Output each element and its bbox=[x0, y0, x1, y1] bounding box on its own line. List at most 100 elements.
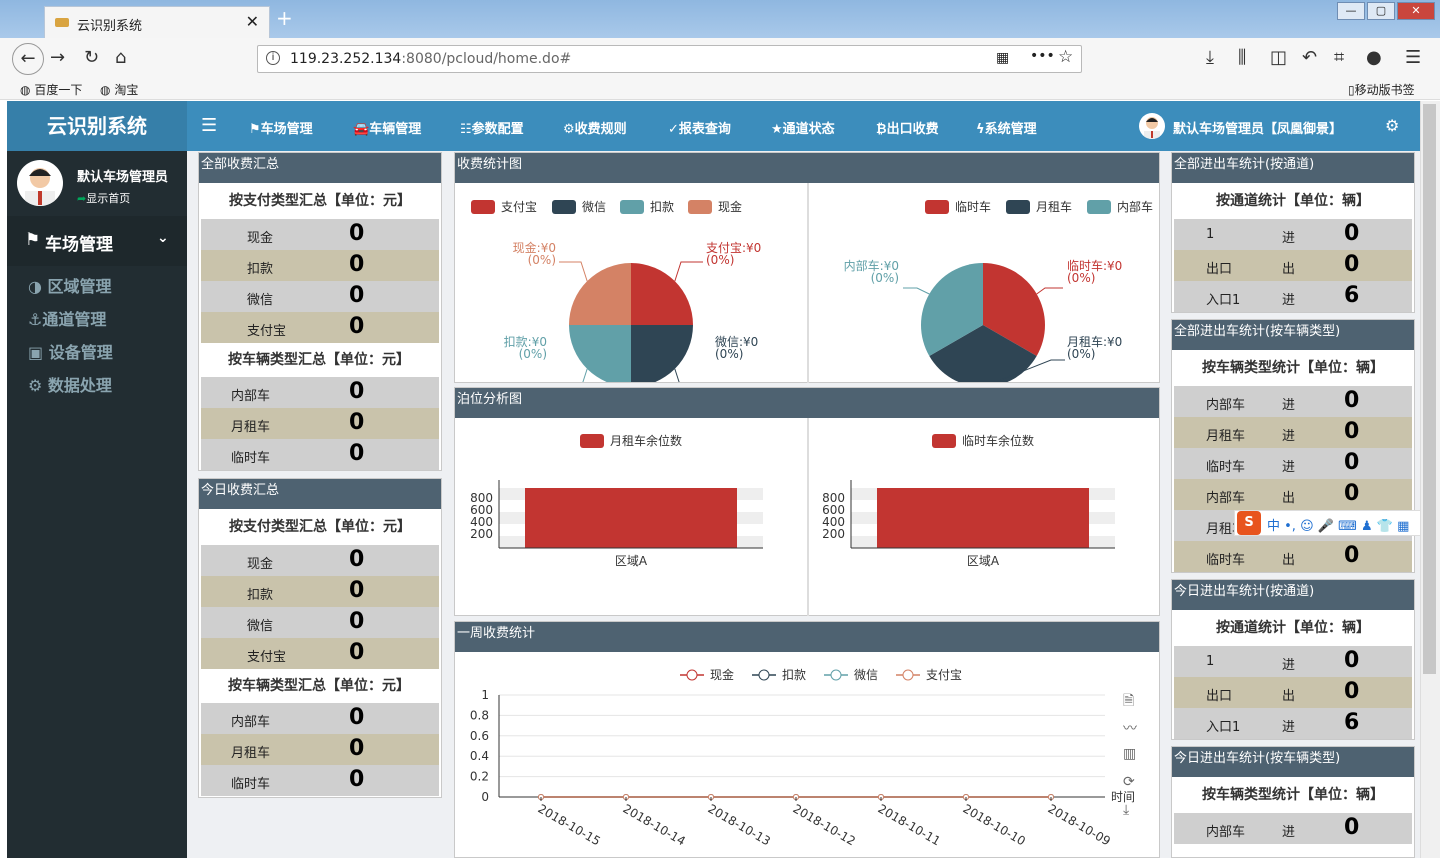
scrollbar-thumb[interactable] bbox=[1423, 104, 1436, 674]
sidebar-group-parking[interactable]: ⚑ 车场管理 ⌄ bbox=[7, 216, 187, 266]
sogou-icon[interactable]: S bbox=[1237, 511, 1261, 535]
sidebar-group-label: 车场管理 bbox=[45, 235, 113, 255]
minimize-button[interactable]: — bbox=[1337, 2, 1365, 20]
chat-icon[interactable]: ● bbox=[1366, 47, 1382, 68]
settings-icon[interactable]: ⚙ bbox=[1385, 116, 1400, 135]
fee-row-value: 0 bbox=[349, 410, 365, 435]
bar[interactable] bbox=[877, 488, 1089, 548]
legend-marker[interactable] bbox=[758, 669, 770, 681]
menu-params[interactable]: ☷参数配置 bbox=[460, 118, 524, 137]
legend-label: 现金 bbox=[718, 199, 742, 214]
legend-marker[interactable] bbox=[902, 669, 914, 681]
hamburger-icon[interactable]: ☰ bbox=[201, 115, 218, 136]
legend-swatch[interactable] bbox=[1006, 200, 1030, 214]
legend-marker[interactable] bbox=[830, 669, 842, 681]
crop-icon[interactable]: ⌗ bbox=[1334, 47, 1345, 68]
y-tick-label: 800 bbox=[822, 491, 845, 505]
count-row-label: 月租车 bbox=[1206, 429, 1246, 444]
pie-slice[interactable] bbox=[631, 325, 693, 382]
pie-label-line bbox=[582, 368, 588, 382]
chevron-down-icon[interactable]: ⌄ bbox=[157, 230, 169, 246]
check-icon: ✓ bbox=[668, 122, 679, 137]
download-icon[interactable]: ⤓ bbox=[1206, 47, 1214, 68]
x-tick-label: 2018-10-11 bbox=[876, 801, 943, 848]
vehicle-title: 按车辆类型统计【单位：辆】 bbox=[1202, 360, 1384, 376]
menu-fee-rules[interactable]: ⚙收费规则 bbox=[563, 118, 627, 137]
pie-slice[interactable] bbox=[929, 325, 1037, 382]
data-view-icon[interactable]: 🗎 bbox=[1123, 693, 1135, 709]
sidebar-item-channel[interactable]: ⚓通道管理 bbox=[28, 306, 106, 330]
browser-tab[interactable]: 云识别系统 ✕ bbox=[44, 6, 270, 38]
home-icon[interactable]: ⌂ bbox=[115, 47, 127, 68]
bar[interactable] bbox=[525, 488, 737, 548]
legend-swatch[interactable] bbox=[1087, 200, 1111, 214]
header-user-name[interactable]: 默认车场管理员【凤凰御景】 bbox=[1173, 122, 1343, 137]
line-toggle-icon[interactable]: 〰 bbox=[1123, 721, 1137, 737]
restore-icon[interactable]: ⟳ bbox=[1123, 774, 1135, 790]
save-image-icon[interactable]: ⤓ bbox=[1123, 802, 1130, 818]
fee-row-value: 0 bbox=[349, 578, 365, 603]
legend-swatch[interactable] bbox=[688, 200, 712, 214]
legend-label: 扣款 bbox=[782, 668, 806, 682]
undo-icon[interactable]: ↶ bbox=[1302, 47, 1318, 68]
menu-icon[interactable]: ☰ bbox=[1405, 47, 1422, 68]
menu-system[interactable]: ϟ系统管理 bbox=[976, 118, 1037, 137]
legend-label: 微信 bbox=[582, 200, 606, 214]
menu-exit-fee[interactable]: ₿出口收费 bbox=[876, 118, 939, 137]
forward-icon[interactable]: → bbox=[50, 47, 66, 68]
legend-swatch[interactable] bbox=[580, 434, 604, 448]
legend-swatch[interactable] bbox=[925, 200, 949, 214]
header-avatar[interactable] bbox=[1139, 113, 1165, 139]
legend-swatch[interactable] bbox=[552, 200, 576, 214]
star-icon[interactable]: ☆ bbox=[1058, 47, 1074, 67]
menu-reports[interactable]: ✓报表查询 bbox=[668, 118, 731, 137]
close-tab-icon[interactable]: ✕ bbox=[245, 12, 259, 31]
more-icon[interactable]: ••• bbox=[1030, 48, 1055, 64]
menu-parking[interactable]: ⚑车场管理 bbox=[249, 118, 313, 137]
count-row-direction: 进 bbox=[1282, 231, 1296, 246]
menu-vehicle[interactable]: 🚘车辆管理 bbox=[353, 118, 421, 137]
legend-marker[interactable] bbox=[686, 669, 698, 681]
bar-toggle-icon[interactable]: ▥ bbox=[1123, 746, 1137, 762]
menu-channel-status[interactable]: ★通道状态 bbox=[771, 118, 835, 137]
bookmark-baidu[interactable]: ◍ 百度一下 bbox=[20, 81, 82, 98]
mobile-bookmarks[interactable]: ▯移动版书签 bbox=[1348, 81, 1415, 98]
count-row-direction: 进 bbox=[1282, 825, 1296, 840]
pie-slice[interactable] bbox=[569, 263, 631, 325]
bookmark-taobao[interactable]: ◍ 淘宝 bbox=[100, 81, 138, 98]
new-tab-button[interactable]: + bbox=[276, 6, 293, 30]
all-inout-channel-panel: 全部进出车统计(按通道) 按通道统计【单位：辆】 1 进 0 出口 出 0 入口1 进 6 bbox=[1171, 152, 1415, 313]
pie-slice[interactable] bbox=[983, 263, 1045, 356]
legend-label: 支付宝 bbox=[926, 668, 962, 682]
app-logo[interactable]: 云识别系统 bbox=[7, 101, 187, 151]
back-icon[interactable]: ← bbox=[12, 43, 44, 75]
sidebar-icon[interactable]: ◫ bbox=[1270, 47, 1288, 68]
reload-icon[interactable]: ↻ bbox=[84, 47, 100, 68]
week-chart-panel: 一周收费统计 现金 扣款 微信 支付宝 1 0.8 0.6 0.4 0.2 0 2018-10-15… bbox=[454, 621, 1160, 858]
pie-charts: 支付宝 微信 扣款 现金支付宝:¥0(0%)微信:¥0(0%)扣款:¥0(0%)现金:… bbox=[471, 199, 1153, 382]
y-tick-label: 1 bbox=[481, 688, 489, 702]
pie-slice[interactable] bbox=[921, 263, 983, 356]
sidebar-item-area[interactable]: ◑ 区域管理 bbox=[28, 273, 112, 297]
legend-swatch[interactable] bbox=[471, 200, 495, 214]
legend-swatch[interactable] bbox=[932, 434, 956, 448]
sidebar-item-data[interactable]: ⚙ 数据处理 bbox=[28, 372, 112, 396]
pie-slice[interactable] bbox=[569, 325, 631, 382]
qrcode-icon[interactable]: ▦ bbox=[996, 50, 1010, 66]
panel-header: 全部进出车统计(按车辆类型) bbox=[1172, 320, 1414, 350]
ime-tools-icon[interactable]: 中 •, ☺ 🎤 ⌨ ♟ 👕 ▦ bbox=[1267, 519, 1410, 534]
address-bar[interactable]: i 119.23.252.134:8080/pcloud/home.do# ▦ … bbox=[257, 45, 1082, 73]
pie-label-line bbox=[994, 359, 1065, 382]
info-icon[interactable]: i bbox=[266, 51, 280, 65]
sidebar-item-device[interactable]: ▣ 设备管理 bbox=[28, 339, 113, 363]
star-filled-icon: ★ bbox=[771, 122, 783, 137]
ime-toolbar[interactable]: S 中 •, ☺ 🎤 ⌨ ♟ 👕 ▦ bbox=[1234, 510, 1440, 536]
maximize-button[interactable]: ▢ bbox=[1367, 2, 1395, 20]
sidebar-home-link[interactable]: ➦显示首页 bbox=[77, 190, 130, 206]
close-window-button[interactable]: ✕ bbox=[1397, 2, 1435, 20]
library-icon[interactable]: ⫼ bbox=[1238, 47, 1247, 68]
pie-slice[interactable] bbox=[631, 263, 693, 325]
x-tick-label: 2018-10-10 bbox=[961, 801, 1028, 848]
legend-swatch[interactable] bbox=[620, 200, 644, 214]
